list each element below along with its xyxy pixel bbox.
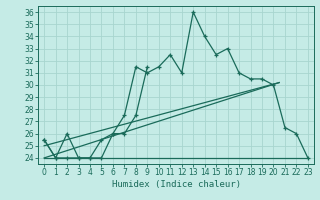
X-axis label: Humidex (Indice chaleur): Humidex (Indice chaleur) <box>111 180 241 189</box>
